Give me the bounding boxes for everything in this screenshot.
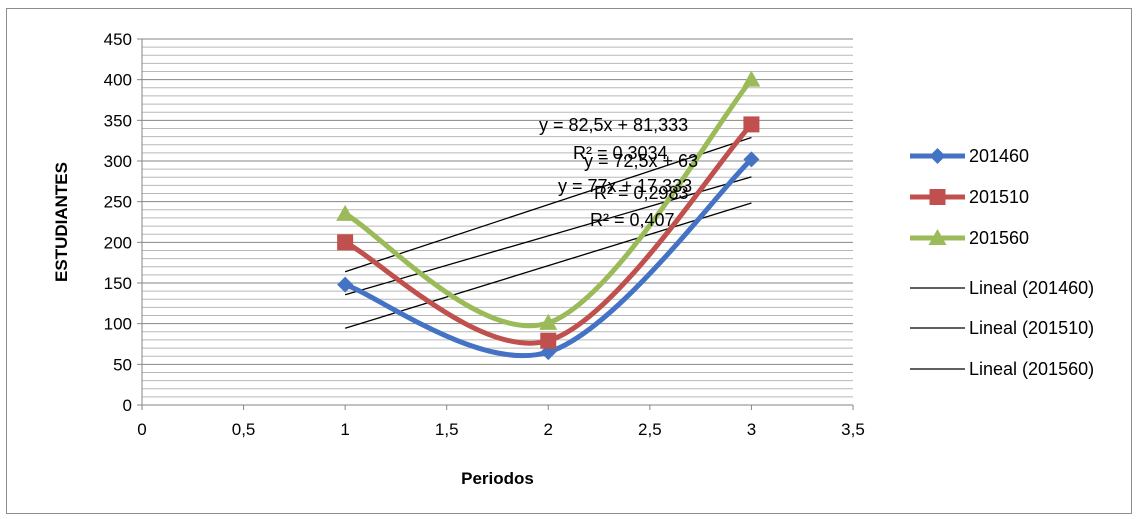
trendlines — [344, 136, 752, 329]
y-tick-label: 300 — [104, 152, 132, 171]
data-point-201510 — [540, 332, 557, 349]
data-point-201560 — [539, 313, 558, 330]
data-point-201510 — [337, 234, 354, 251]
trendline-equation: y = 72,5x + 63 — [584, 151, 698, 171]
legend-label: 201560 — [969, 228, 1029, 248]
y-tick-label: 100 — [104, 315, 132, 334]
y-tick-label: 200 — [104, 233, 132, 252]
x-tick-label: 3,5 — [841, 420, 865, 439]
x-tick-label: 0,5 — [232, 420, 256, 439]
x-tick-label: 2,5 — [638, 420, 662, 439]
legend-marker-201460 — [929, 148, 946, 164]
trendline-equation: y = 82,5x + 81,333 — [539, 115, 688, 135]
series-markers — [336, 70, 761, 361]
trendline — [344, 176, 752, 296]
data-point-201460 — [337, 276, 354, 293]
legend-marker-201510 — [929, 189, 946, 205]
legend-label: Lineal (201460) — [969, 278, 1094, 298]
y-axis-title: ESTUDIANTES — [52, 162, 71, 282]
data-point-201560 — [336, 204, 355, 221]
x-axis-title: Periodos — [461, 469, 534, 488]
trendline-r2: R² = 0,407 — [590, 210, 675, 230]
x-tick-label: 0 — [137, 420, 146, 439]
legend-label: 201460 — [969, 146, 1029, 166]
trendline — [344, 202, 752, 329]
trendline-r2: R² = 0,2983 — [594, 183, 689, 203]
trendline-r2: R² = 0,3034 — [573, 143, 668, 163]
legend: 201460 201510 201560 Lineal (201460) Lineal … — [910, 146, 1094, 379]
data-point-201460 — [743, 151, 760, 168]
y-tick-label: 150 — [104, 274, 132, 293]
axes: 0 50 100 150 200 250 300 350 400 450 0 0,5 1 1,5 2 2,5 3… — [104, 30, 865, 439]
y-tick-label: 350 — [104, 111, 132, 130]
x-tick-label: 2 — [544, 420, 553, 439]
x-tick-label: 1 — [340, 420, 349, 439]
data-point-201510 — [743, 116, 760, 133]
grid-lines — [142, 38, 853, 398]
data-point-201560 — [742, 70, 761, 87]
x-tick-label: 3 — [747, 420, 756, 439]
trendline — [344, 136, 752, 273]
legend-label: Lineal (201560) — [969, 359, 1094, 379]
y-tick-label: 250 — [104, 193, 132, 212]
legend-marker-201560 — [928, 229, 947, 245]
y-tick-label: 50 — [113, 355, 132, 374]
legend-label: 201510 — [969, 187, 1029, 207]
legend-label: Lineal (201510) — [969, 318, 1094, 338]
x-tick-label: 1,5 — [435, 420, 459, 439]
y-tick-label: 0 — [123, 396, 132, 415]
trendline-equation: y = 77x + 17,333 — [558, 176, 692, 196]
chart-area — [6, 8, 1132, 514]
y-tick-label: 450 — [104, 30, 132, 49]
trendline-equations: y = 77x + 17,333 R² = 0,407 y = 72,5x + 63… — [539, 115, 698, 230]
y-tick-label: 400 — [104, 71, 132, 90]
